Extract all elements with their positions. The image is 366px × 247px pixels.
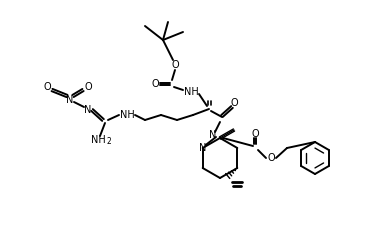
- Text: N: N: [66, 95, 74, 105]
- Text: O: O: [43, 82, 51, 92]
- Text: N: N: [84, 105, 92, 115]
- Text: NH: NH: [91, 135, 105, 145]
- Text: O: O: [251, 129, 259, 139]
- Text: O: O: [230, 98, 238, 108]
- Text: O: O: [267, 153, 275, 163]
- Text: N: N: [209, 130, 217, 140]
- Text: O: O: [171, 60, 179, 70]
- Text: O: O: [84, 82, 92, 92]
- Text: NH: NH: [184, 87, 198, 97]
- Text: O: O: [151, 79, 159, 89]
- Text: 2: 2: [107, 138, 111, 146]
- Text: NH: NH: [120, 110, 134, 120]
- Text: N: N: [199, 143, 206, 153]
